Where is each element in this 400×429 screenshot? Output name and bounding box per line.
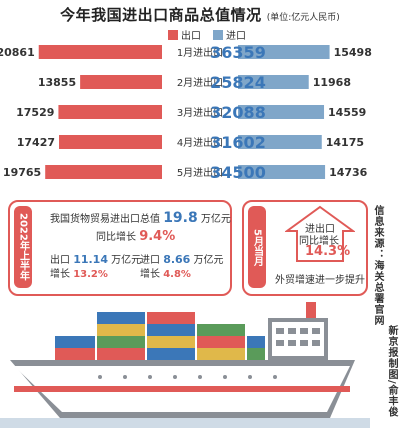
export-bar bbox=[59, 135, 162, 149]
h1-line1-text: 我国货物贸易进出口总值 bbox=[50, 214, 160, 225]
h1-export-growth-value: 13.2% bbox=[73, 269, 108, 280]
may-line2: 同比增长 bbox=[299, 236, 339, 247]
may-caption: 外贸增速进一步提升 bbox=[275, 275, 365, 286]
legend: 出口 进口 bbox=[168, 27, 246, 42]
export-value-label: 17427 bbox=[17, 136, 55, 149]
export-bar bbox=[45, 165, 162, 179]
cargo-ship-illustration bbox=[0, 302, 370, 428]
import-value-label: 14736 bbox=[329, 166, 368, 179]
h1-export-value: 11.14 bbox=[73, 253, 108, 266]
h1-summary-box bbox=[8, 200, 232, 296]
source-text: 信息来源：海关总署官网 bbox=[372, 205, 383, 326]
import-bar bbox=[238, 45, 330, 59]
import-value-label: 11968 bbox=[313, 76, 351, 89]
export-value-label: 13855 bbox=[38, 76, 76, 89]
total-value-label: 25824 bbox=[210, 73, 266, 92]
h1-total-unit: 万亿元 bbox=[200, 214, 231, 225]
legend-export-label: 出口 bbox=[181, 31, 201, 42]
h1-label: 2022年上半年 bbox=[14, 206, 32, 288]
h1-import-label: 进口 bbox=[140, 255, 160, 266]
chart-title-row: 今年我国进出口商品总值情况 (单位:亿元人民币) bbox=[0, 4, 400, 25]
import-value-label: 14175 bbox=[326, 136, 364, 149]
export-bar bbox=[38, 45, 162, 59]
legend-export: 出口 bbox=[168, 27, 201, 42]
h1-growth-label: 同比增长 bbox=[96, 232, 136, 243]
legend-import-swatch bbox=[213, 29, 223, 40]
h1-import-growth-value: 4.8% bbox=[163, 269, 191, 280]
total-value-label: 32088 bbox=[210, 103, 266, 122]
export-value-label: 20861 bbox=[0, 46, 35, 59]
category-label: 5月进出口 bbox=[177, 166, 223, 179]
up-arrow-icon bbox=[285, 205, 355, 262]
h1-import-value: 8.66 bbox=[163, 253, 191, 266]
h1-line1: 我国货物贸易进出口总值 19.8 万亿元 bbox=[50, 210, 231, 226]
import-bar bbox=[238, 105, 325, 119]
may-growth-value: 14.3% bbox=[305, 244, 351, 259]
may-label: 5月当月 bbox=[248, 206, 266, 288]
category-label: 3月进出口 bbox=[177, 106, 223, 119]
h1-export-unit: 万亿元 bbox=[111, 255, 142, 266]
total-value-label: 34500 bbox=[210, 163, 266, 182]
import-value-label: 15498 bbox=[334, 46, 372, 59]
h1-growth-value: 9.4% bbox=[139, 229, 176, 244]
h1-import: 进口 8.66 万亿元 增长 4.8% bbox=[140, 253, 224, 282]
legend-export-swatch bbox=[168, 29, 178, 40]
h1-total-value: 19.8 bbox=[163, 210, 198, 226]
category-label: 1月进出口 bbox=[177, 46, 223, 59]
credit-text: 新京报制图/俞丰俊 bbox=[386, 325, 397, 418]
may-line1: 进出口 bbox=[305, 224, 335, 235]
total-value-label: 31602 bbox=[210, 133, 266, 152]
legend-import: 进口 bbox=[213, 27, 246, 42]
category-label: 4月进出口 bbox=[177, 136, 223, 149]
import-bar bbox=[238, 75, 309, 89]
total-value-label: 36359 bbox=[210, 43, 266, 62]
h1-import-growth-label: 增长 bbox=[140, 269, 160, 280]
unit-label: (单位:亿元人民币) bbox=[266, 13, 340, 23]
import-bar bbox=[238, 165, 326, 179]
category-label: 2月进出口 bbox=[177, 76, 223, 89]
export-value-label: 19765 bbox=[3, 166, 41, 179]
import-value-label: 14559 bbox=[328, 106, 366, 119]
export-bar bbox=[80, 75, 162, 89]
h1-export-growth-label: 增长 bbox=[50, 269, 70, 280]
export-value-label: 17529 bbox=[16, 106, 54, 119]
chart-title: 今年我国进出口商品总值情况 bbox=[60, 6, 262, 24]
legend-import-label: 进口 bbox=[226, 31, 246, 42]
export-bar bbox=[58, 105, 163, 119]
h1-line2: 同比增长 9.4% bbox=[96, 228, 175, 244]
h1-import-unit: 万亿元 bbox=[193, 255, 224, 266]
h1-export: 出口 11.14 万亿元 增长 13.2% bbox=[50, 253, 141, 282]
import-bar bbox=[238, 135, 322, 149]
h1-export-label: 出口 bbox=[50, 255, 70, 266]
